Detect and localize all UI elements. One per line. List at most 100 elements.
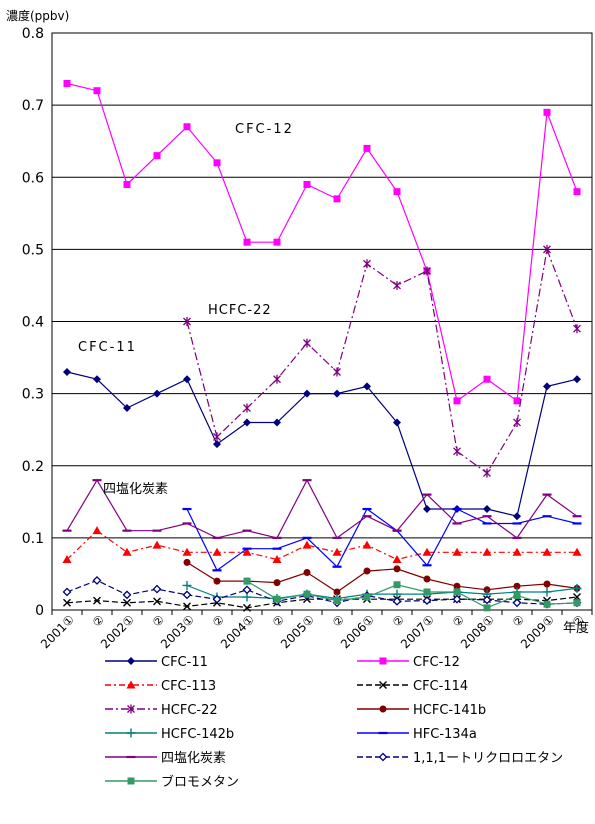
data-point	[423, 588, 431, 596]
y-tick-label: 0.8	[22, 26, 44, 42]
data-point	[92, 526, 102, 535]
data-point	[183, 375, 191, 384]
data-point	[93, 596, 101, 605]
legend-item: HCFC-142b	[105, 727, 234, 742]
data-point	[513, 582, 521, 590]
legend-label: HFC-134a	[413, 727, 477, 742]
x-tick-label: ②	[150, 612, 168, 630]
data-point	[243, 603, 251, 612]
data-point	[333, 597, 341, 605]
data-point	[393, 418, 401, 427]
series-8	[182, 507, 582, 572]
data-point	[182, 580, 192, 590]
series-line	[66, 478, 578, 539]
legend-marker	[379, 657, 387, 665]
data-point	[483, 468, 491, 478]
x-tick-label: ②	[90, 612, 108, 630]
data-point	[363, 259, 371, 269]
legend-label: 四塩化炭素	[161, 751, 226, 766]
data-point	[243, 238, 251, 246]
data-point	[453, 397, 461, 405]
legend-label: 1,1,1ートリクロロエタン	[413, 751, 563, 766]
data-point	[213, 440, 221, 449]
series-line	[186, 561, 578, 593]
data-point	[153, 389, 161, 398]
data-point	[243, 403, 251, 413]
legend-item: CFC-114	[357, 679, 468, 694]
series-5	[183, 244, 581, 478]
data-point	[152, 584, 162, 594]
data-point	[513, 512, 521, 521]
series-line	[186, 584, 578, 600]
x-tick-label: ②	[390, 612, 408, 630]
x-tick-label: 2007①	[398, 612, 437, 651]
data-point	[63, 598, 71, 607]
data-point	[423, 575, 431, 583]
data-point	[512, 598, 522, 608]
annotation-cfc-12: CFC-12	[235, 122, 294, 137]
data-point	[423, 266, 431, 276]
annotation-carbon-tetrachloride: 四塩化炭素	[103, 482, 168, 497]
data-point	[183, 123, 191, 131]
data-point	[573, 375, 581, 384]
data-point	[333, 195, 341, 203]
data-point	[573, 599, 581, 607]
data-point	[483, 505, 491, 514]
data-point	[182, 547, 192, 556]
data-point	[543, 580, 551, 588]
x-tick-label: ②	[270, 612, 288, 630]
x-axis-label: 年度	[563, 620, 589, 636]
legend-item: ブロモメタン	[105, 774, 239, 790]
annotation-cfc-11: CFC-11	[78, 340, 137, 355]
series-1	[63, 367, 581, 521]
series-line	[186, 508, 578, 572]
data-point	[543, 382, 551, 391]
data-point	[422, 596, 432, 606]
data-point	[453, 446, 461, 456]
data-point	[393, 565, 401, 573]
data-point	[183, 317, 191, 326]
legend-item: HCFC-22	[105, 703, 218, 718]
legend-item: 1,1,1ートリクロロエタン	[357, 751, 563, 766]
x-tick-label: ②	[450, 612, 468, 630]
data-point	[483, 375, 491, 383]
series-3	[62, 526, 582, 564]
y-axis-label: 濃度(ppbv)	[6, 8, 69, 23]
data-point	[213, 432, 221, 442]
data-point	[302, 540, 312, 549]
data-point	[482, 547, 492, 556]
data-point	[513, 592, 521, 600]
data-point	[363, 382, 371, 391]
data-point	[183, 602, 191, 611]
x-tick-label: 2005①	[278, 612, 317, 651]
y-tick-label: 0.4	[22, 315, 44, 331]
data-point	[572, 583, 582, 593]
legend-item: HCFC-141b	[357, 703, 486, 718]
data-point	[393, 581, 401, 589]
data-point	[422, 547, 432, 556]
data-point	[183, 558, 191, 566]
series-line	[66, 529, 577, 561]
data-point	[212, 594, 222, 604]
data-point	[243, 577, 251, 585]
data-point	[93, 87, 101, 95]
legend-marker	[126, 728, 136, 738]
data-point	[483, 604, 491, 612]
legend-item: 四塩化炭素	[105, 751, 226, 766]
y-tick-label: 0.2	[22, 459, 44, 475]
series-line	[186, 247, 578, 474]
data-point	[542, 587, 552, 597]
data-point	[333, 389, 341, 398]
data-point	[62, 587, 72, 597]
y-tick-label: 0.1	[22, 531, 44, 547]
data-point	[333, 367, 341, 377]
legend-marker	[378, 752, 388, 762]
data-point	[453, 588, 461, 596]
x-tick-label: 2009①	[518, 612, 557, 651]
data-point	[62, 555, 72, 564]
series-line	[66, 371, 578, 517]
data-point	[242, 585, 252, 595]
x-tick-label: 2003①	[158, 612, 197, 651]
data-point	[303, 590, 311, 598]
data-point	[303, 568, 311, 576]
